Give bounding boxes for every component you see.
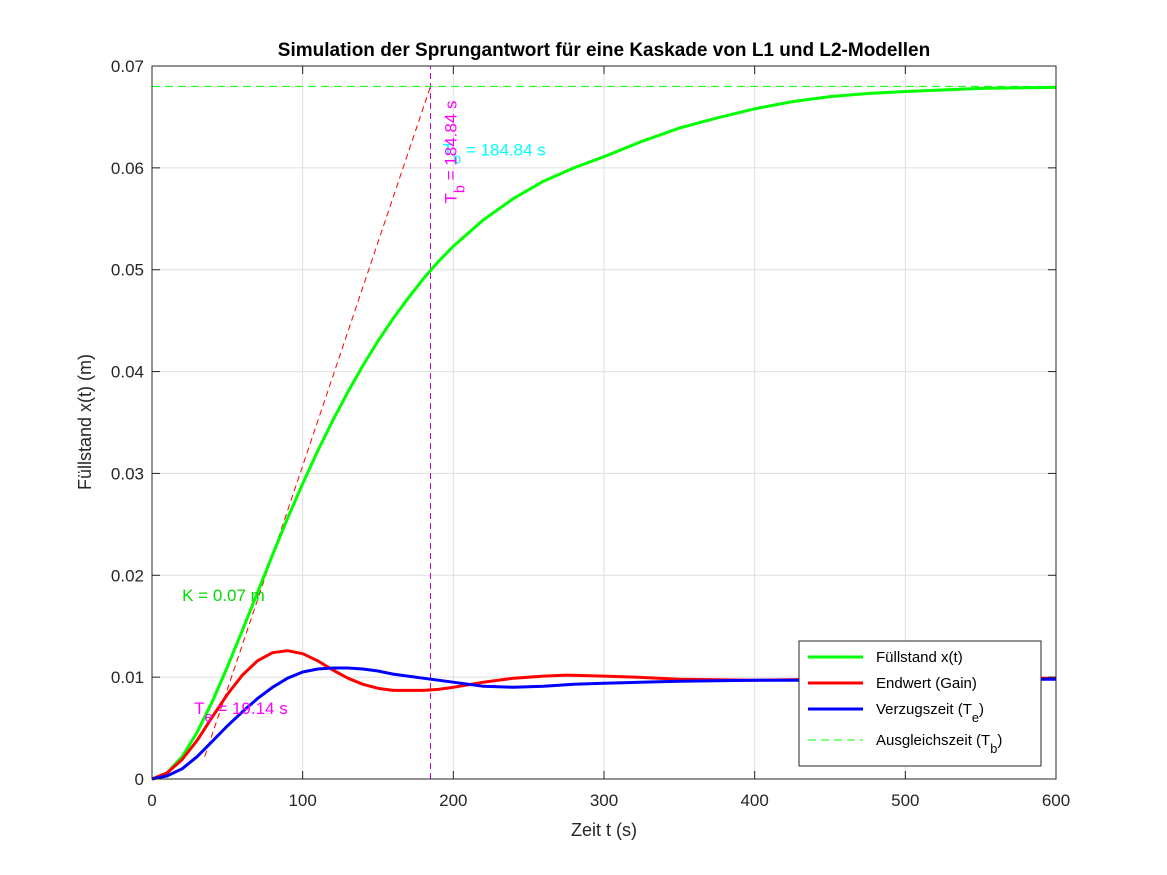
legend-box — [798, 640, 1042, 767]
annotation-1: Te = 19.14 s — [194, 699, 288, 726]
legend-label: Ausgleichszeit (Tb) — [876, 732, 1002, 756]
grid — [152, 66, 1056, 779]
y-tick-label: 0.04 — [111, 363, 144, 382]
verzugszeit-line — [151, 666, 1056, 781]
legend-label: Verzugszeit (Te) — [876, 701, 984, 725]
axis-ticks: 0 100 200 300 400 500 600 0 0.01 0.02 0.03 0.04 0.05… — [111, 57, 1070, 810]
annotation-0: K = 0.07 m — [182, 586, 265, 605]
y-tick-label: 0.02 — [111, 566, 144, 585]
x-tick-label: 300 — [590, 791, 618, 810]
x-tick-label: 500 — [891, 791, 919, 810]
y-tick-label: 0.05 — [111, 261, 144, 280]
tangent-line — [204, 86, 431, 757]
y-tick-label: 0.06 — [111, 159, 144, 178]
legend: Füllstand x(t) Endwert (Gain) Verzugszeit … — [798, 640, 1042, 767]
y-tick-label: 0 — [135, 770, 144, 789]
annotation-2: Tb = 184.84 s — [443, 141, 546, 168]
legend-label: Endwert (Gain) — [876, 675, 977, 692]
x-tick-label: 0 — [147, 791, 156, 810]
legend-label: Füllstand x(t) — [876, 649, 963, 666]
x-tick-label: 400 — [740, 791, 768, 810]
y-axis-label: Füllstand x(t) (m) — [75, 354, 95, 490]
plot-lines — [151, 66, 1057, 781]
y-tick-label: 0.01 — [111, 668, 144, 687]
annotations: K = 0.07 m Te = 19.14 s Tb = 184.84 sTb = … — [182, 100, 546, 725]
endwert-line — [151, 649, 1056, 781]
x-tick-label: 600 — [1042, 791, 1070, 810]
x-axis-label: Zeit t (s) — [571, 820, 637, 840]
x-tick-label: 200 — [439, 791, 467, 810]
chart-title: Simulation der Sprungantwort für eine Ka… — [278, 40, 930, 61]
annotation-3: Tb = 184.84 s — [441, 100, 468, 203]
y-tick-label: 0.03 — [111, 464, 144, 483]
fuellstand-line — [151, 85, 1057, 781]
y-tick-label: 0.07 — [111, 57, 144, 76]
x-tick-label: 100 — [288, 791, 316, 810]
